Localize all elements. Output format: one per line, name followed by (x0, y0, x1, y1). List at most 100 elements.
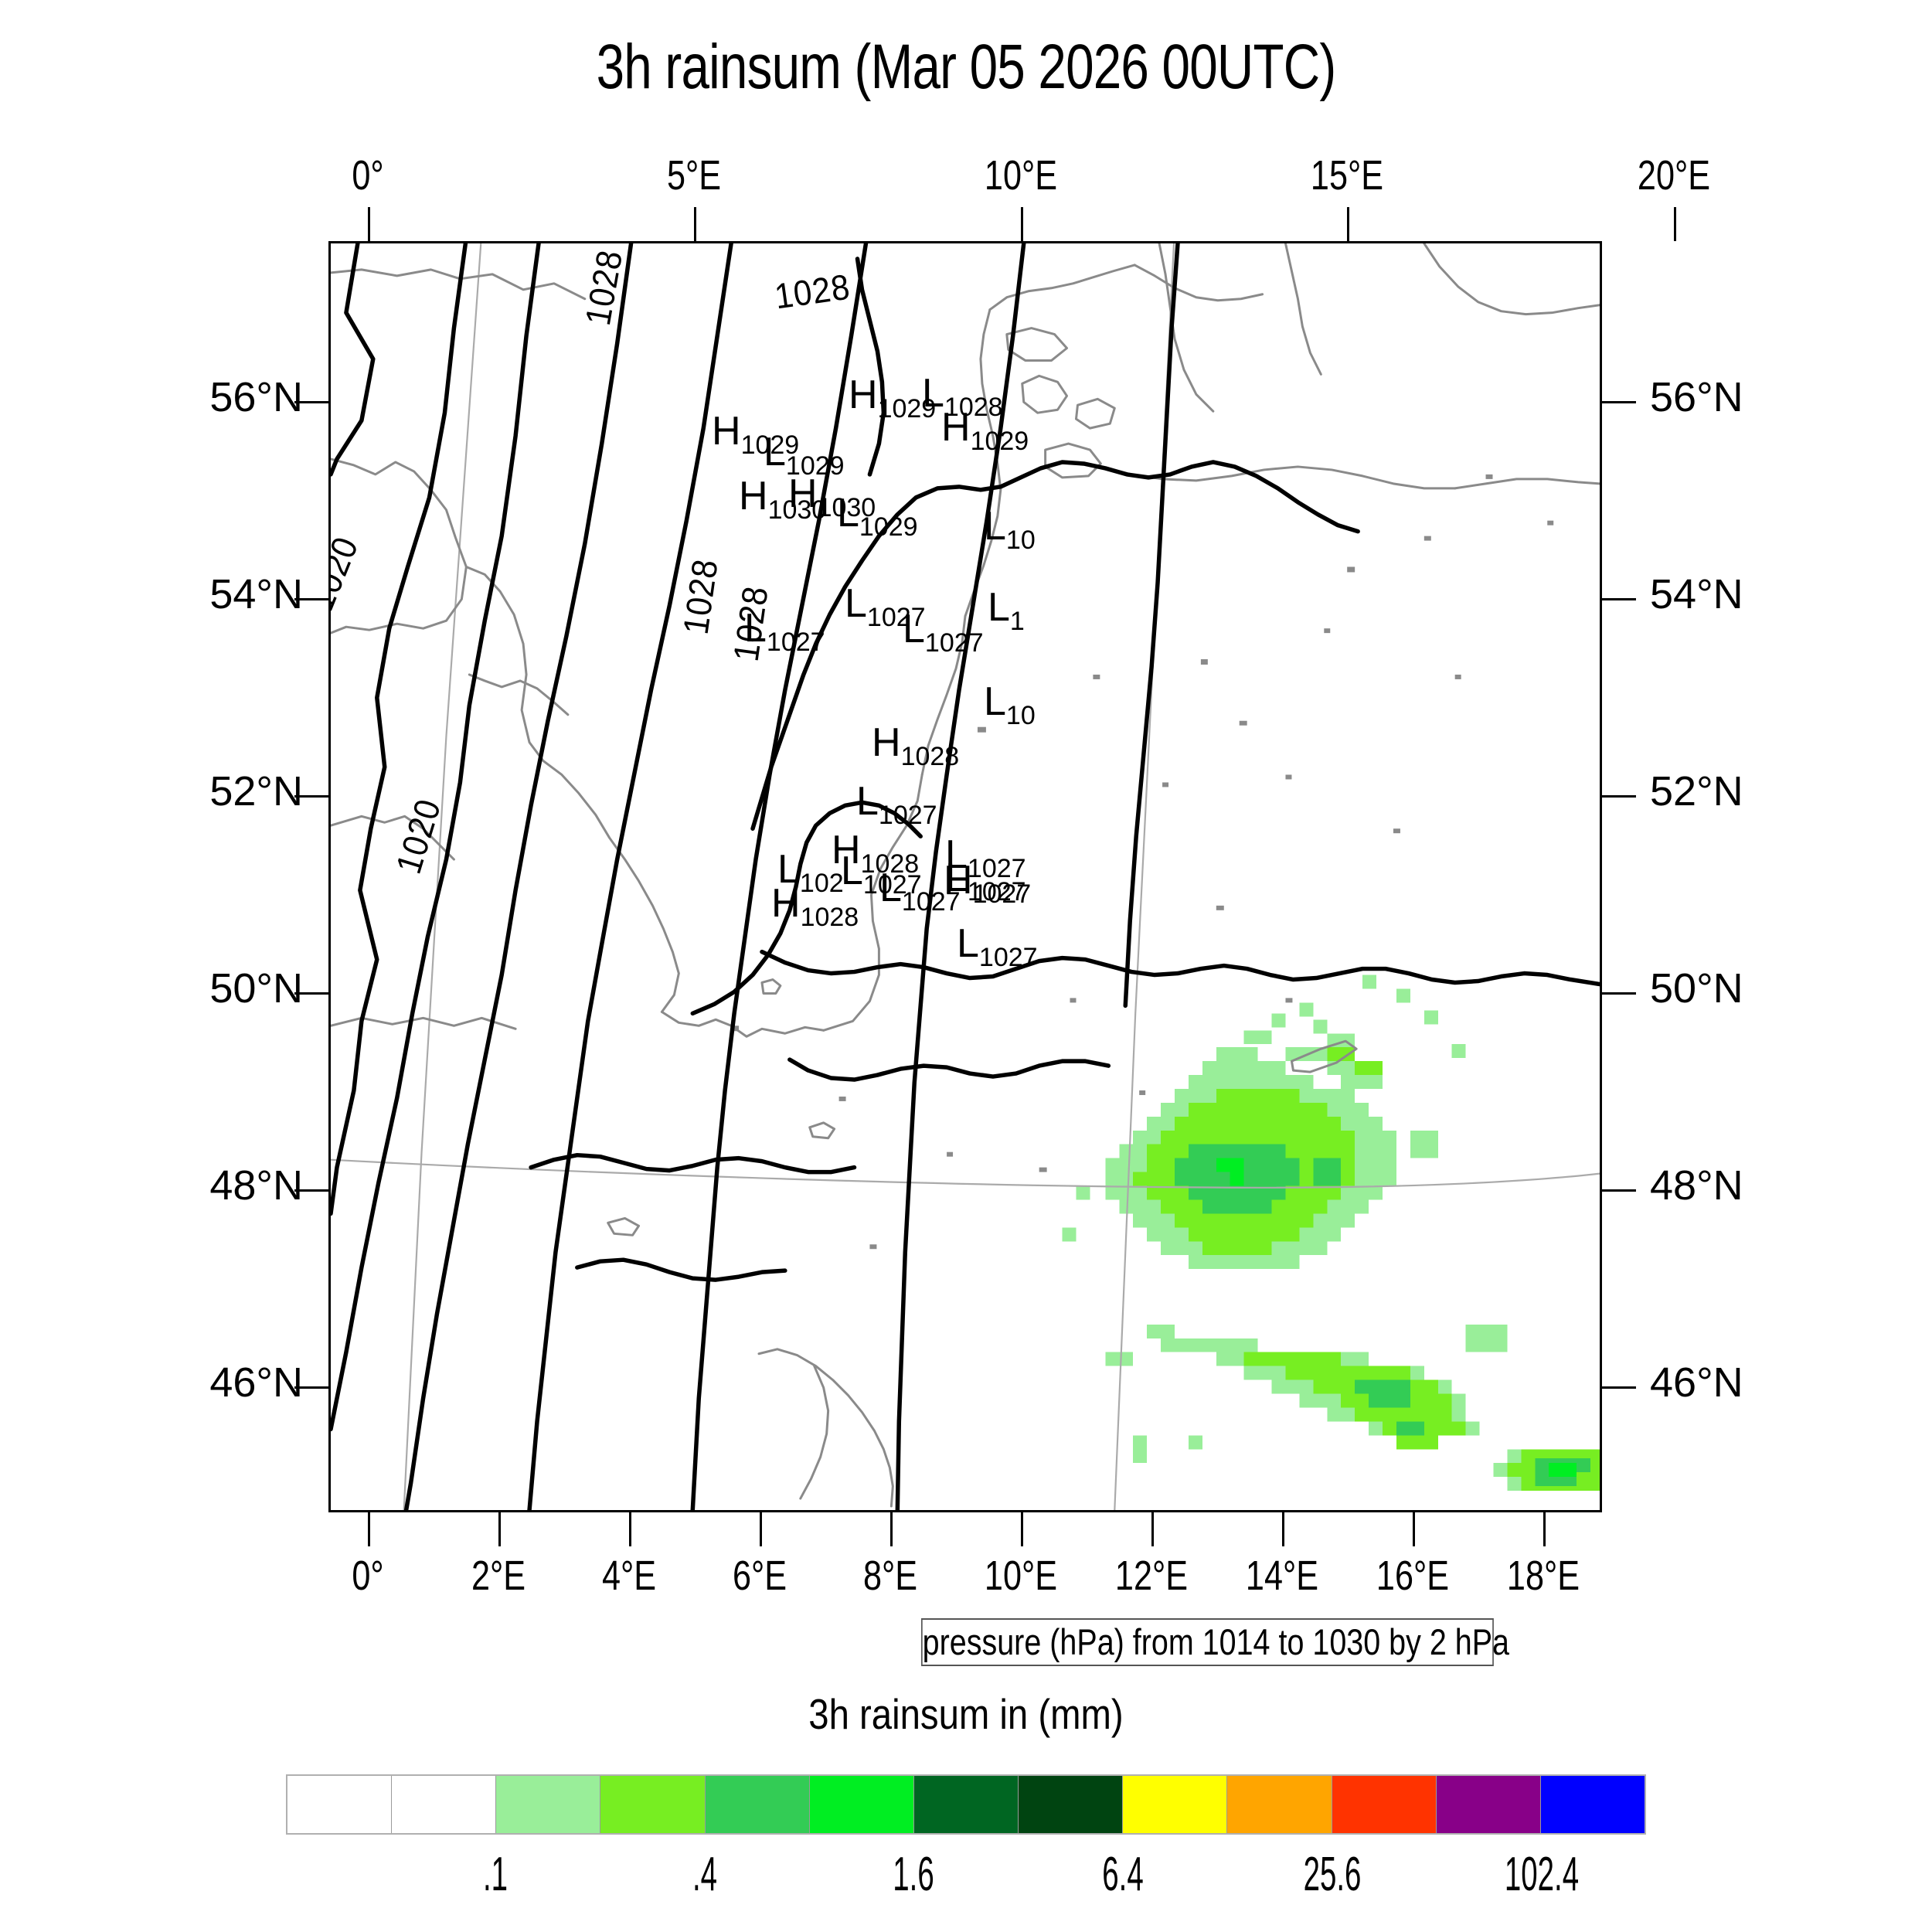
colorbar-segment-10[interactable] (1332, 1776, 1437, 1833)
left-tick-mark-0 (294, 400, 328, 403)
pressure-centre-h-3: H1029 (712, 411, 799, 458)
top-lon-tick-4: 20°E (1637, 152, 1711, 199)
pressure-centre-l-25: L1027 (957, 921, 1038, 971)
isobar-layer (331, 243, 1600, 1510)
pressure-centre-l-2: L1028 (922, 371, 1003, 420)
top-lon-tick-0: 0° (352, 152, 384, 199)
pressure-centre-glyph: H (788, 471, 818, 516)
right-tick-mark-5 (1602, 1386, 1636, 1389)
pressure-centre-value: 10 (1005, 526, 1036, 555)
page-title: 3h rainsum (Mar 05 2026 00UTC) (596, 32, 1337, 102)
map-plot-area[interactable]: L1026H1029L1028H1029H1029L1029H1030H1030… (328, 241, 1602, 1512)
colorbar-tick-5: 102.4 (1504, 1848, 1579, 1901)
right-tick-mark-4 (1602, 1189, 1636, 1192)
pressure-centre-l-16: L1027 (856, 781, 937, 828)
pressure-centre-value: 1028 (800, 903, 859, 932)
pressure-centre-glyph: L (845, 581, 867, 626)
pressure-centre-l-13: L1027 (903, 607, 984, 656)
pressure-centre-h-17: H1028 (832, 830, 919, 877)
bottom-tick-mark-8 (1412, 1512, 1415, 1546)
colorbar-tick-3: 6.4 (1102, 1848, 1144, 1901)
pressure-centre-glyph: H (944, 858, 973, 903)
colorbar-segment-0[interactable] (287, 1776, 393, 1833)
left-tick-mark-2 (294, 794, 328, 798)
top-tick-mark-4 (1673, 207, 1676, 241)
pressure-centre-glyph: L (984, 679, 1006, 724)
right-tick-mark-1 (1602, 597, 1636, 600)
left-lat-tick-2: 52°N (209, 767, 303, 815)
top-lon-tick-3: 15°E (1311, 152, 1384, 199)
pressure-centre-value: 1027 (901, 887, 961, 917)
right-tick-mark-0 (1602, 400, 1636, 403)
colorbar-segment-8[interactable] (1123, 1776, 1228, 1833)
right-lat-tick-3: 50°N (1650, 964, 1743, 1012)
pressure-centre-glyph: L (837, 491, 859, 536)
pressure-centre-value: 1027 (766, 628, 825, 657)
pressure-centre-l-10: L1027 (845, 581, 926, 631)
pressure-centre-glyph: L (777, 847, 800, 892)
pressure-centre-l-23: L1027 (879, 868, 961, 915)
left-lat-tick-0: 56°N (209, 373, 303, 420)
colorbar-segment-7[interactable] (1019, 1776, 1124, 1833)
colorbar-segment-5[interactable] (809, 1776, 914, 1833)
pressure-centre-l-18: L1027 (945, 835, 1026, 882)
pressure-centre-glyph: L (945, 855, 968, 900)
pressure-centre-h-4: H1029 (941, 407, 1029, 454)
pressure-centre-l-11: L1 (988, 587, 1025, 634)
colorbar-segment-4[interactable] (705, 1776, 810, 1833)
pressure-centre-value: 1027 (866, 603, 926, 632)
colorbar-segment-12[interactable] (1540, 1776, 1645, 1833)
bottom-lon-tick-0: 0° (352, 1553, 384, 1599)
left-lat-tick-1: 54°N (209, 570, 303, 617)
left-tick-mark-3 (294, 992, 328, 995)
pressure-centre-l-14: L10 (984, 679, 1036, 729)
pressure-centre-value: 1027 (862, 870, 922, 900)
pressure-centre-glyph: L (922, 371, 944, 416)
pressure-centre-l-8: L1029 (837, 491, 918, 540)
pressure-centre-value: 1027 (978, 943, 1038, 972)
pressure-centre-h-7: H1030 (788, 471, 876, 521)
pressure-centre-l-21: L1027 (945, 855, 1026, 905)
colorbar-segment-3[interactable] (600, 1776, 706, 1833)
pressure-centre-glyph: H (739, 474, 768, 519)
pressure-centre-value: 1028 (900, 742, 960, 771)
top-tick-mark-0 (367, 207, 370, 241)
pressure-centre-value: 1028 (860, 849, 920, 879)
colorbar-segment-2[interactable] (496, 1776, 601, 1833)
right-lat-tick-0: 56°N (1650, 373, 1743, 420)
colorbar-segment-6[interactable] (913, 1776, 1019, 1833)
pressure-centre-glyph: L (841, 849, 863, 893)
pressure-centre-glyph: L (764, 430, 786, 474)
colorbar[interactable] (286, 1774, 1646, 1835)
pressure-centre-value: 1027 (924, 628, 984, 658)
colorbar-tick-2: 1.6 (893, 1848, 935, 1901)
right-tick-mark-2 (1602, 794, 1636, 798)
pressure-centre-glyph: H (849, 372, 878, 417)
left-lat-tick-5: 46°N (209, 1359, 303, 1406)
right-lat-tick-1: 54°N (1650, 570, 1743, 617)
bottom-lon-tick-4: 8°E (862, 1553, 917, 1599)
pressure-centre-l-20: L1027 (841, 849, 922, 898)
colorbar-segment-1[interactable] (392, 1776, 497, 1833)
bottom-tick-mark-5 (1020, 1512, 1023, 1546)
colorbar-segment-11[interactable] (1436, 1776, 1541, 1833)
pressure-centre-value: 102 (799, 869, 844, 898)
pressure-centre-glyph: L (903, 607, 925, 651)
top-tick-mark-3 (1347, 207, 1350, 241)
pressure-centre-value: 1027 (967, 877, 1026, 906)
pressure-centre-value: 1029 (859, 512, 918, 542)
pressure-centre-glyph: H (872, 720, 901, 765)
left-tick-mark-4 (294, 1189, 328, 1192)
colorbar-segment-9[interactable] (1227, 1776, 1332, 1833)
pressure-centre-h-15: H1028 (872, 720, 959, 770)
pressure-centre-l-12: L1027 (744, 608, 825, 655)
pressure-centre-glyph: L (957, 921, 979, 966)
bottom-tick-mark-7 (1281, 1512, 1284, 1546)
pressure-centre-value: 10 (1005, 701, 1036, 730)
top-lon-tick-1: 5°E (667, 152, 722, 199)
left-tick-mark-1 (294, 597, 328, 600)
pressure-centre-glyph: H (771, 881, 801, 926)
pressure-centre-value: 1029 (970, 427, 1029, 456)
pressure-centre-l-19: L102 (777, 847, 844, 896)
bottom-lon-tick-7: 14°E (1245, 1553, 1318, 1599)
